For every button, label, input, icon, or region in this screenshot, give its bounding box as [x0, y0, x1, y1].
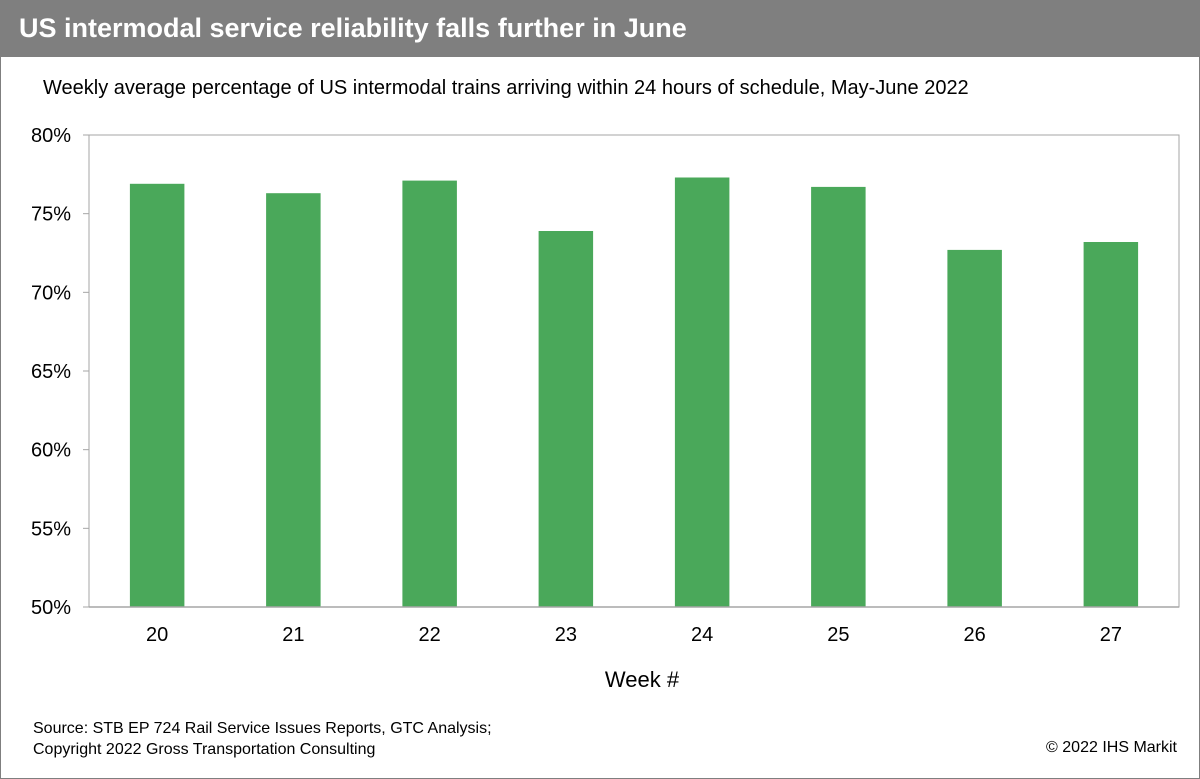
bars-group [129, 177, 1139, 608]
x-axis-ticks: 20 21 22 23 24 25 26 27 [146, 624, 1122, 646]
x-tick-label: 24 [691, 624, 713, 646]
bar-week-20 [129, 183, 185, 608]
x-tick-label: 26 [963, 624, 985, 646]
x-tick-label: 23 [555, 624, 577, 646]
title-bar: US intermodal service reliability falls … [1, 1, 1199, 57]
bar-week-25 [811, 186, 866, 607]
x-tick-label: 21 [282, 624, 304, 646]
bar-week-24 [674, 177, 730, 607]
x-tick-label: 20 [146, 624, 168, 646]
source-line-2: Copyright 2022 Gross Transportation Cons… [33, 741, 376, 758]
chart-subtitle: Weekly average percentage of US intermod… [43, 77, 969, 99]
chart-title: US intermodal service reliability falls … [19, 13, 687, 43]
plot-area [88, 134, 1180, 608]
y-tick-label: 80% [31, 125, 71, 147]
y-tick-label: 55% [31, 518, 71, 540]
y-tick-label: 65% [31, 361, 71, 383]
x-axis-title: Week # [605, 667, 680, 692]
bar-week-26 [947, 249, 1002, 607]
source-line-1: Source: STB EP 724 Rail Service Issues R… [33, 720, 492, 737]
bar-week-22 [402, 180, 457, 607]
y-tick-label: 50% [31, 597, 71, 619]
y-tick-label: 60% [31, 440, 71, 462]
x-tick-label: 22 [418, 624, 440, 646]
y-axis-ticks: 50% 55% 60% 65% 70% 75% 80% [31, 125, 89, 619]
x-tick-label: 27 [1100, 624, 1122, 646]
y-tick-label: 75% [31, 204, 71, 226]
x-tick-label: 25 [827, 624, 849, 646]
source-note: Source: STB EP 724 Rail Service Issues R… [33, 718, 492, 760]
y-tick-label: 70% [31, 282, 71, 304]
copyright-text: © 2022 IHS Markit [1046, 739, 1177, 756]
bar-week-21 [266, 193, 321, 607]
bar-week-23 [538, 231, 594, 607]
bar-chart: 50% 55% 60% 65% 70% 75% 80% 20 21 22 23 24 25 26 27 W… [31, 125, 1180, 692]
bar-week-27 [1083, 242, 1139, 607]
